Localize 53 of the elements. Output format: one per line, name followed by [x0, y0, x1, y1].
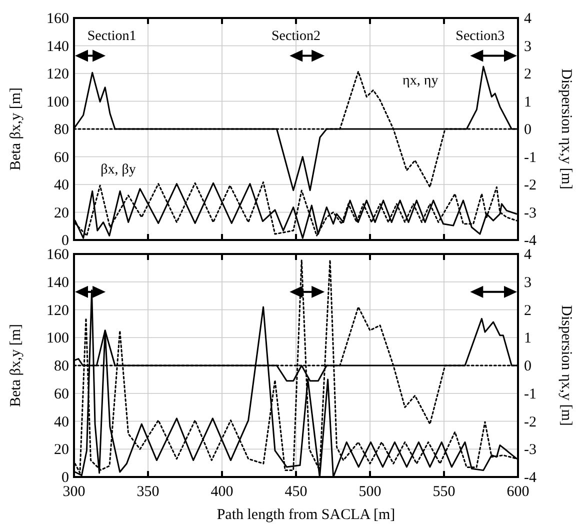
- x-tick-label: 400: [210, 484, 234, 500]
- y2-axis-title: Dispersion ηx,y [m]: [558, 305, 574, 426]
- y-tick-label: 160: [46, 11, 69, 27]
- y-tick-label: 120: [46, 66, 69, 82]
- y2-tick-label: 2: [524, 302, 532, 319]
- y2-tick-label: -1: [524, 386, 536, 402]
- y-tick-label: 60: [54, 386, 69, 402]
- x-tick-label: 450: [284, 484, 308, 500]
- y2-tick-label: 4: [524, 11, 532, 27]
- y2-tick-label: -4: [524, 233, 537, 249]
- annotation: ηx, ηy: [402, 74, 438, 89]
- x-tick-label: 550: [432, 484, 456, 500]
- y2-tick-label: -1: [524, 150, 536, 166]
- y-axis-title: Beta βx,y [m]: [8, 87, 24, 171]
- y-tick-label: 20: [54, 205, 69, 222]
- y-tick-label: 0: [62, 233, 69, 249]
- y-tick-label: 80: [54, 122, 69, 138]
- y2-tick-label: 2: [524, 66, 532, 82]
- annotation: Section2: [272, 29, 320, 44]
- y-tick-label: 60: [54, 150, 69, 166]
- x-tick-label: 350: [136, 484, 160, 500]
- y-axis-title: Beta βx,y [m]: [8, 324, 24, 408]
- y2-tick-label: 0: [524, 358, 532, 374]
- y-tick-label: 20: [54, 442, 69, 458]
- annotation: Section3: [456, 29, 505, 44]
- y2-tick-label: 1: [524, 330, 532, 347]
- y2-tick-label: 3: [524, 274, 532, 291]
- x-axis-title: Path length from SACLA [m]: [216, 507, 396, 523]
- y2-tick-label: -4: [524, 470, 537, 486]
- y2-tick-label: -2: [524, 178, 536, 194]
- y2-tick-label: 4: [524, 247, 532, 263]
- y-tick-label: 40: [54, 178, 69, 194]
- y-tick-label: 140: [46, 38, 69, 55]
- y2-tick-label: -3: [524, 205, 536, 222]
- y2-tick-label: 3: [524, 38, 532, 55]
- annotation: βx, βy: [100, 162, 136, 178]
- y2-axis-title: Dispersion ηx,y [m]: [558, 68, 574, 190]
- x-tick-label: 500: [358, 484, 382, 500]
- y2-tick-label: -2: [524, 414, 536, 430]
- y-tick-label: 100: [46, 330, 69, 347]
- y2-tick-label: 0: [524, 122, 532, 138]
- y-tick-label: 0: [62, 470, 69, 486]
- annotation: Section1: [87, 29, 136, 44]
- y-tick-label: 40: [54, 414, 69, 430]
- y2-tick-label: 1: [524, 94, 532, 110]
- y-tick-label: 100: [46, 94, 69, 110]
- y-tick-label: 140: [46, 274, 69, 291]
- y-tick-label: 80: [54, 358, 69, 374]
- x-tick-label: 600: [506, 484, 530, 500]
- y2-tick-label: -3: [524, 442, 536, 458]
- y-tick-label: 160: [46, 247, 69, 263]
- y-tick-label: 120: [46, 302, 69, 319]
- x-tick-label: 300: [62, 484, 86, 500]
